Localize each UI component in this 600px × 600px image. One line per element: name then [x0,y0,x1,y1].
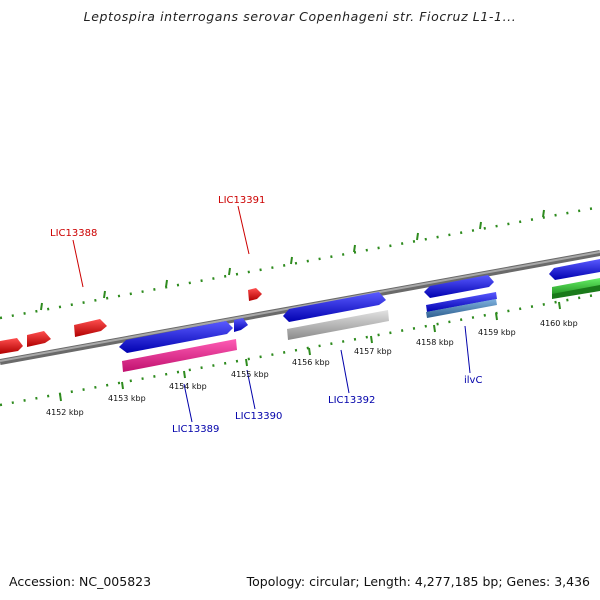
gene-lic13389[interactable] [119,321,233,353]
forward-major-ticks [40,209,545,311]
leader-lic13391 [237,205,250,255]
leader-ilvc [464,325,471,374]
leader-lic13389 [183,383,193,423]
accession-text: Accession: NC_005823 [9,574,152,589]
forward-tick-dots [0,205,600,320]
leader-lic13390 [246,369,256,410]
gene-feature-darkgreen [552,285,600,299]
gene-lic13390[interactable] [234,318,248,332]
gene-feature-pink [122,339,237,372]
gene-lic13388[interactable] [74,319,107,337]
gene-blue-right[interactable] [549,259,600,280]
scale-label-4158: 4158 kbp [416,338,454,347]
scale-label-4157: 4157 kbp [354,347,392,356]
leader-lic13388 [72,239,84,288]
gene-feature-green [552,278,600,296]
leader-lic13392 [340,349,350,394]
scale-label-4154: 4154 kbp [169,382,207,391]
gene-red-1[interactable] [0,338,23,354]
scale-label-4155: 4155 kbp [231,370,269,379]
scale-label-4160: 4160 kbp [540,319,578,328]
reverse-major-ticks [59,301,561,402]
scale-label-4153: 4153 kbp [108,394,146,403]
scale-label-4156: 4156 kbp [292,358,330,367]
genome-backbone-highlight [0,251,600,362]
gene-feature-steel [426,299,497,318]
reverse-tick-track [0,292,600,407]
label-lic13391[interactable]: LIC13391 [218,195,265,206]
forward-tick-track [0,205,600,320]
gene-ilvc[interactable] [424,275,494,298]
gene-lic13392[interactable] [283,292,386,322]
genome-summary-text: Topology: circular; Length: 4,277,185 bp… [246,574,590,589]
label-lic13389[interactable]: LIC13389 [172,424,219,435]
scale-label-4152: 4152 kbp [46,408,84,417]
label-lic13388[interactable]: LIC13388 [50,228,97,239]
label-lic13390[interactable]: LIC13390 [235,411,282,422]
label-lic13392[interactable]: LIC13392 [328,395,375,406]
map-title: Leptospira interrogans serovar Copenhage… [83,9,517,24]
gene-feature-grey [287,310,389,340]
gene-lic13391[interactable] [248,288,262,301]
scale-label-4159: 4159 kbp [478,328,516,337]
gene-red-2[interactable] [27,331,51,347]
gene-feature-blue-2 [426,292,497,312]
label-ilvc[interactable]: ilvC [464,375,482,386]
